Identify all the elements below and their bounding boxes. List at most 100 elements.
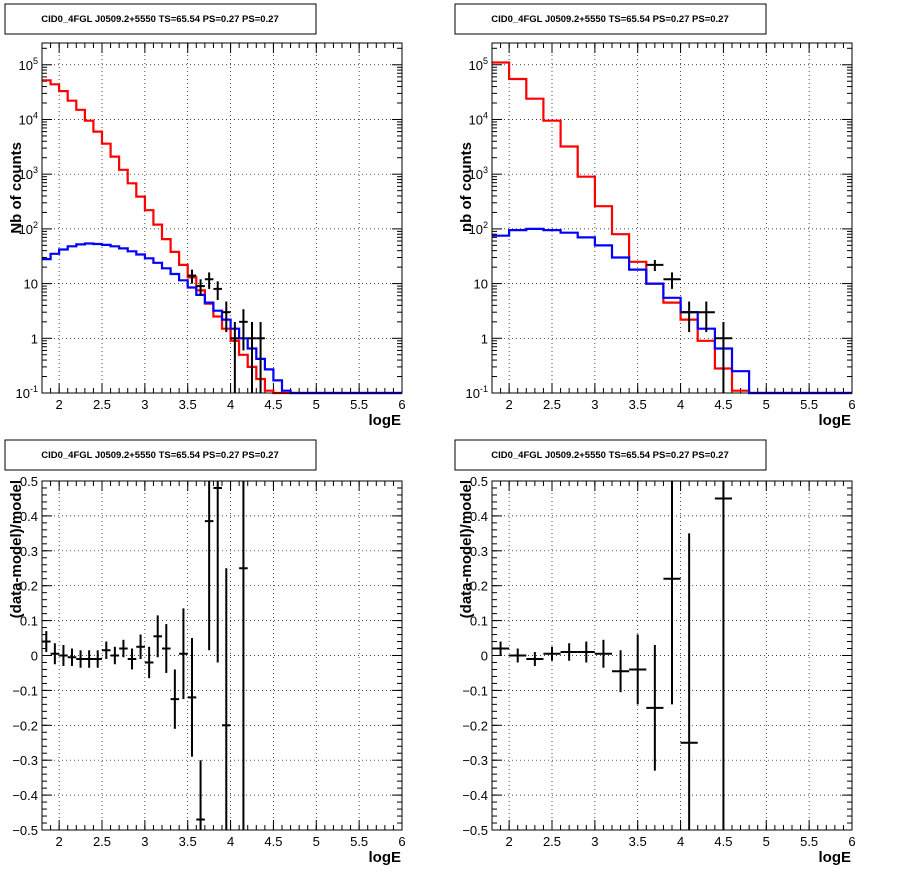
- residual-point: [629, 634, 647, 705]
- x-tick-label: 2.5: [93, 834, 111, 849]
- x-tick-label: 6: [848, 834, 855, 849]
- residual-point: [76, 650, 85, 668]
- residual-point: [222, 568, 231, 830]
- data-point: [714, 321, 732, 393]
- y-tick-label: 105: [19, 56, 38, 73]
- y-tick-label: 10-1: [16, 384, 38, 401]
- y-tick-label: 103: [469, 165, 488, 182]
- x-tick-label: 4.5: [714, 834, 732, 849]
- residual-point: [187, 638, 197, 757]
- plot-area-0: 2 2.5 3 3.5 4 4.5 5 5.5 6 10-1 1 10 102 103 104 105: [16, 42, 406, 412]
- residual-point: [612, 650, 630, 693]
- data-point: [196, 279, 205, 296]
- data-point: [239, 309, 248, 351]
- y-tick-label: 0.4: [470, 509, 488, 524]
- y-tick-label: 0.5: [20, 474, 38, 489]
- y-tick-label: −0.4: [462, 788, 488, 803]
- data-point: [204, 272, 214, 289]
- x-axis-label: logE: [369, 412, 402, 429]
- x-tick-label: 5.5: [800, 834, 818, 849]
- title-box: [454, 439, 767, 471]
- y-tick-label: 10: [24, 277, 38, 292]
- plot-area-2: 2 2.5 3 3.5 4 4.5 5 5.5 6 −0.5 −0.4 −0.3 −0.2 −0.1 0 0.…: [12, 474, 405, 849]
- x-tick-label: 2.5: [543, 834, 561, 849]
- x-tick-label: 5: [313, 397, 320, 412]
- y-tick-label: 0.1: [20, 614, 38, 629]
- y-tick-label: −0.2: [12, 718, 38, 733]
- residual-point: [196, 760, 205, 830]
- panel-residuals-right: CID0_4FGL J0509.2+5550 TS=65.54 PS=0.27 …: [454, 439, 852, 866]
- plot-frame: [491, 42, 853, 394]
- panel-counts-right: CID0_4FGL J0509.2+5550 TS=65.54 PS=0.27 …: [454, 3, 852, 429]
- x-axis-label: logE: [819, 849, 852, 866]
- y-axis-label: Nb of counts: [8, 142, 25, 234]
- data-point: [663, 272, 681, 289]
- plot-frame: [41, 480, 403, 831]
- title-box: [4, 439, 317, 471]
- residual-point: [144, 646, 154, 679]
- x-tick-label: 3: [141, 834, 148, 849]
- x-tick-label: 2: [56, 397, 63, 412]
- residual-point: [110, 646, 120, 665]
- residual-point: [213, 481, 222, 663]
- x-tick-label: 4: [677, 834, 684, 849]
- residual-point: [170, 669, 180, 729]
- x-tick-label: 3: [591, 834, 598, 849]
- residual-point: [136, 634, 145, 659]
- y-tick-label: −0.5: [12, 823, 38, 838]
- panel-title: CID0_4FGL J0509.2+5550 TS=65.54 PS=0.27 …: [41, 14, 279, 25]
- x-tick-label: 5: [763, 834, 770, 849]
- x-axis-label: logE: [819, 412, 852, 429]
- residual-point: [67, 648, 77, 666]
- panel-title: CID0_4FGL J0509.2+5550 TS=65.54 PS=0.27 …: [491, 450, 729, 461]
- y-tick-label: 105: [469, 56, 488, 73]
- x-tick-label: 4: [677, 397, 684, 412]
- panel-title: CID0_4FGL J0509.2+5550 TS=65.54 PS=0.27 …: [41, 450, 279, 461]
- x-tick-label: 4: [227, 834, 234, 849]
- title-box: [454, 3, 767, 35]
- residual-point: [42, 631, 51, 653]
- x-tick-label: 3: [591, 397, 598, 412]
- data-point: [222, 301, 231, 333]
- y-tick-label: −0.4: [12, 788, 38, 803]
- y-tick-label: 10: [474, 277, 488, 292]
- panel-residuals-left: CID0_4FGL J0509.2+5550 TS=65.54 PS=0.27 …: [4, 439, 401, 866]
- panel-counts-left: CID0_4FGL J0509.2+5550 TS=65.54 PS=0.27 …: [4, 3, 402, 429]
- residual-point: [714, 481, 732, 830]
- residual-point: [492, 641, 510, 656]
- x-tick-label: 3.5: [179, 834, 197, 849]
- y-tick-label: 0.3: [470, 544, 488, 559]
- plot-frame: [41, 42, 403, 394]
- panel-title: CID0_4FGL J0509.2+5550 TS=65.54 PS=0.27 …: [491, 14, 729, 25]
- residual-point: [84, 650, 94, 668]
- residual-point: [204, 481, 214, 651]
- data-point: [187, 269, 197, 284]
- residual-point: [560, 643, 578, 661]
- residual-point: [102, 641, 111, 659]
- y-tick-label: −0.1: [462, 683, 488, 698]
- x-tick-label: 6: [398, 834, 405, 849]
- residual-point: [153, 615, 162, 658]
- x-tick-label: 5.5: [350, 834, 368, 849]
- x-tick-label: 3: [141, 397, 148, 412]
- residual-point: [594, 639, 612, 668]
- residual-point: [119, 639, 128, 658]
- plot-area-1: 2 2.5 3 3.5 4 4.5 5 5.5 6 10-1 1 10 102 103 104 105: [466, 42, 856, 412]
- y-tick-label: −0.3: [462, 753, 488, 768]
- residual-point: [93, 650, 102, 668]
- x-tick-label: 5.5: [800, 397, 818, 412]
- x-tick-label: 5.5: [350, 397, 368, 412]
- x-tick-label: 2.5: [543, 397, 561, 412]
- y-tick-label: 0.2: [20, 579, 38, 594]
- x-tick-label: 5: [763, 397, 770, 412]
- residual-point: [509, 648, 527, 663]
- plot-area-3: 2 2.5 3 3.5 4 4.5 5 5.5 6 −0.5 −0.4 −0.3 −0.2 −0.1 0 0.…: [462, 474, 855, 849]
- plot-background: [42, 43, 402, 393]
- residual-point: [680, 533, 698, 830]
- y-tick-label: 104: [469, 110, 488, 127]
- x-tick-label: 2: [506, 397, 513, 412]
- residual-point: [50, 643, 60, 665]
- y-tick-label: 103: [19, 165, 38, 182]
- residual-point: [239, 481, 248, 830]
